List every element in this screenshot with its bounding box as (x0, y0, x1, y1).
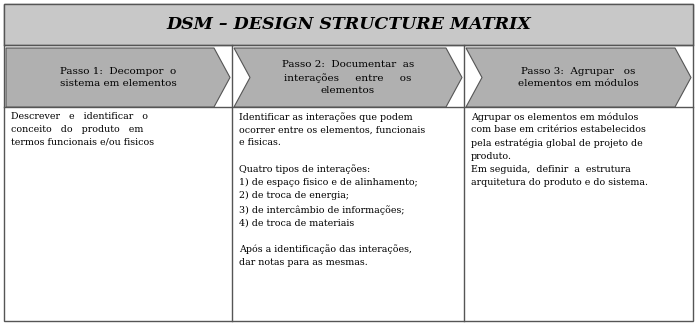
FancyBboxPatch shape (4, 4, 693, 321)
Polygon shape (6, 48, 230, 107)
Text: Identificar as interações que podem
ocorrer entre os elementos, funcionais
e fis: Identificar as interações que podem ocor… (239, 112, 425, 267)
Text: Passo 2:  Documentar  as
interações     entre     os
elementos: Passo 2: Documentar as interações entre … (282, 60, 414, 95)
Text: Agrupar os elementos em módulos
com base em critérios estabelecidos
pela estraté: Agrupar os elementos em módulos com base… (471, 112, 648, 187)
FancyBboxPatch shape (4, 4, 693, 45)
Text: Passo 3:  Agrupar   os
elementos em módulos: Passo 3: Agrupar os elementos em módulos (518, 67, 639, 88)
Text: Descrever   e   identificar   o
conceito   do   produto   em
termos funcionais e: Descrever e identificar o conceito do pr… (11, 112, 154, 147)
Text: Passo 1:  Decompor  o
sistema em elementos: Passo 1: Decompor o sistema em elementos (60, 67, 176, 88)
Text: DSM – DESIGN STRUCTURE MATRIX: DSM – DESIGN STRUCTURE MATRIX (166, 16, 531, 33)
Polygon shape (234, 48, 462, 107)
Polygon shape (466, 48, 691, 107)
